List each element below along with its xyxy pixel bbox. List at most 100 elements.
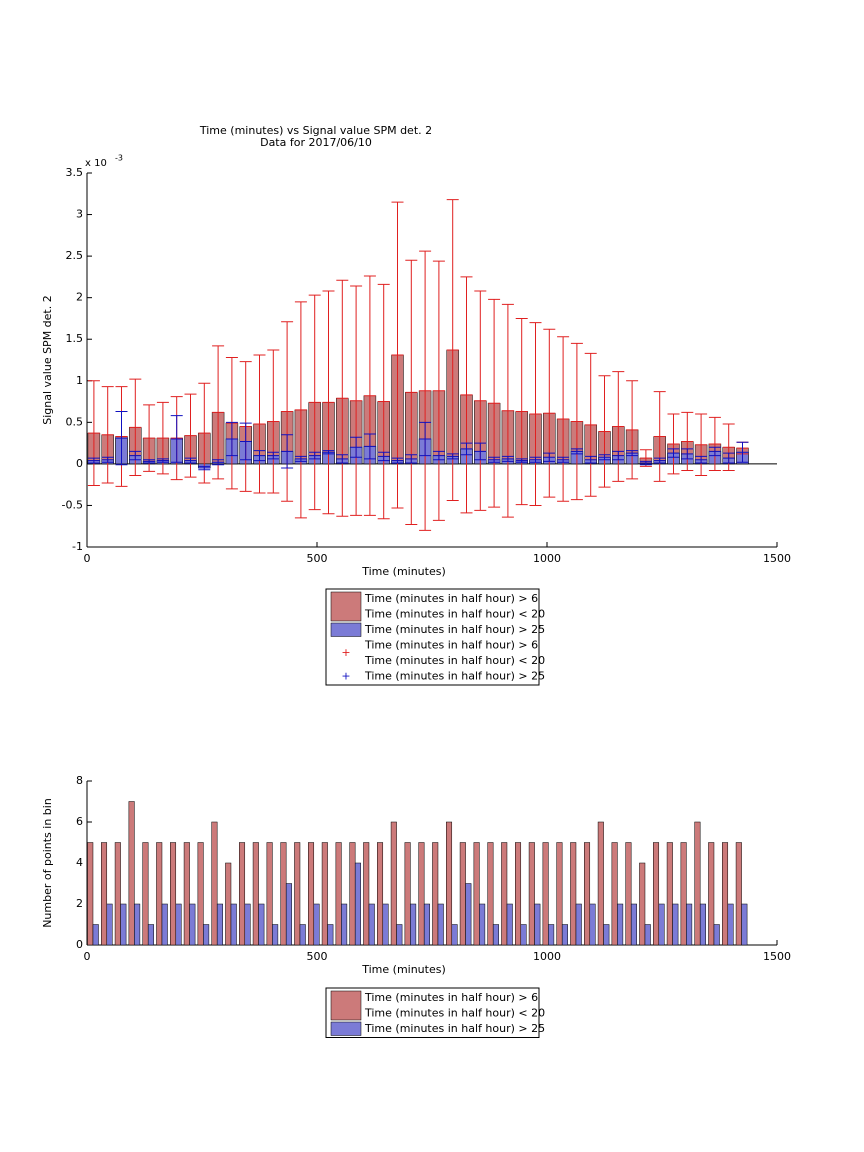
bar <box>147 924 154 946</box>
error-bar <box>474 442 487 461</box>
error-bar <box>170 415 183 463</box>
error-bar <box>501 303 514 518</box>
legend-label: Time (minutes in half hour) > 6 <box>364 991 538 1004</box>
bar <box>170 842 177 946</box>
error-bar <box>474 290 487 511</box>
bar <box>492 924 499 946</box>
error-bar <box>639 460 652 466</box>
bar <box>644 924 651 946</box>
bar <box>479 903 486 946</box>
bar <box>418 842 425 946</box>
legend-label: Time (minutes in half hour) > 6 <box>364 638 538 651</box>
error-bar <box>667 448 680 458</box>
bar <box>327 924 334 946</box>
error-bar <box>626 380 639 480</box>
chart-title: Time (minutes) vs Signal value SPM det. … <box>199 124 432 137</box>
error-bar <box>405 259 418 526</box>
bar <box>294 842 301 946</box>
bar <box>244 903 251 946</box>
error-bar <box>432 260 445 521</box>
error-bar <box>253 354 266 494</box>
error-bar <box>87 457 100 464</box>
legend-box <box>325 588 540 686</box>
error-bar <box>446 453 459 460</box>
bar <box>239 842 246 946</box>
error-bar <box>87 380 100 486</box>
y-tick-label: 0 <box>76 938 83 951</box>
bar <box>446 821 453 946</box>
bar <box>437 903 444 946</box>
error-bar <box>653 391 666 482</box>
error-bar <box>570 342 583 501</box>
bar <box>722 842 729 946</box>
error-bar <box>695 413 708 477</box>
y-axis-label: Number of points in bin <box>41 798 54 928</box>
bar <box>570 842 577 946</box>
error-bar <box>695 455 708 464</box>
error-bar <box>598 454 611 461</box>
y-tick-label: 6 <box>76 815 83 828</box>
bar <box>396 924 403 946</box>
bar <box>156 842 163 946</box>
error-bar <box>460 276 473 514</box>
bar <box>548 924 555 946</box>
legend-label: Time (minutes in half hour) < 20 <box>364 654 545 667</box>
error-bar <box>350 436 363 458</box>
bar <box>556 842 563 946</box>
error-bar <box>708 416 721 472</box>
error-bar <box>308 451 321 460</box>
bar <box>735 842 742 946</box>
error-bar <box>336 279 349 517</box>
error-bar <box>391 201 404 509</box>
bar <box>354 862 361 946</box>
error-bar <box>308 294 321 511</box>
y-axis-label: Signal value SPM det. 2 <box>41 295 54 425</box>
bar <box>459 842 466 946</box>
error-bar <box>612 371 625 482</box>
bar <box>506 903 513 946</box>
error-bar <box>322 450 335 455</box>
error-bar <box>336 454 349 464</box>
error-bar <box>529 456 542 463</box>
error-bar <box>501 455 514 462</box>
error-bar <box>115 411 128 466</box>
bar <box>625 842 632 946</box>
y-tick-label: 2.5 <box>66 249 84 262</box>
error-bar <box>653 457 666 464</box>
bar <box>349 842 356 946</box>
y-tick-label: 0.5 <box>66 415 84 428</box>
error-bar <box>225 421 238 457</box>
error-bar <box>736 441 749 463</box>
x-tick-label: 0 <box>84 950 91 963</box>
bar <box>211 821 218 946</box>
error-bar <box>350 285 363 516</box>
bar <box>451 924 458 946</box>
bar <box>230 903 237 946</box>
bar <box>542 842 549 946</box>
bar <box>708 842 715 946</box>
error-bar <box>198 465 211 471</box>
error-bar <box>515 458 528 463</box>
bar <box>658 903 665 946</box>
error-bar <box>322 290 335 515</box>
error-bar <box>570 448 583 455</box>
error-bar <box>419 421 432 457</box>
error-bar <box>460 442 473 456</box>
bar <box>617 903 624 946</box>
bar <box>528 842 535 946</box>
bar <box>225 862 232 946</box>
error-bar <box>212 459 225 466</box>
error-bar <box>156 458 169 463</box>
bar <box>597 821 604 946</box>
bar <box>630 903 637 946</box>
y-tick-label: -1 <box>72 540 83 553</box>
bar <box>382 903 389 946</box>
bar <box>515 842 522 946</box>
error-bar <box>198 382 211 484</box>
error-bar <box>267 349 280 494</box>
error-bar <box>722 452 735 464</box>
legend-marker: + <box>341 646 350 659</box>
error-bar <box>598 375 611 488</box>
error-bar <box>129 450 142 461</box>
bar <box>404 842 411 946</box>
